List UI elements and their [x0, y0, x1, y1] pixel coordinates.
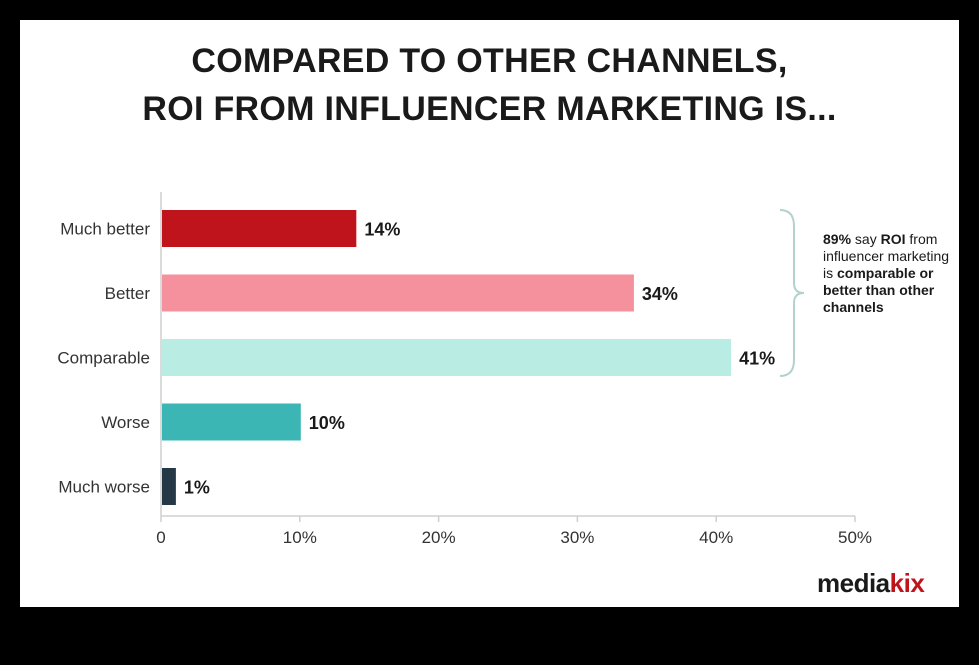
- annotation-pct: 89%: [823, 231, 852, 247]
- category-label: Much better: [60, 220, 150, 239]
- annotation-middle: from influencer marketing is: [823, 231, 950, 281]
- x-tick-label: 50%: [838, 528, 872, 547]
- bar: [162, 274, 634, 312]
- chart-title-line-1: COMPARED TO OTHER CHANNELS,: [191, 42, 788, 80]
- logo-accent: kix: [889, 568, 925, 598]
- annotation-brace: [779, 209, 805, 377]
- chart-panel: COMPARED TO OTHER CHANNELS, ROI FROM INF…: [20, 20, 959, 607]
- logo-main: media: [817, 568, 890, 598]
- category-label: Worse: [101, 413, 150, 432]
- bar-value-label: 14%: [364, 220, 400, 240]
- annotation-roi: ROI: [880, 231, 906, 247]
- x-tick-label: 0: [156, 528, 165, 547]
- bar: [162, 403, 301, 441]
- bar-value-label: 1%: [184, 478, 210, 498]
- chart-title-line-2: ROI FROM INFLUENCER MARKETING IS...: [142, 90, 837, 128]
- annotation-text: 89% say ROI from influencer marketing is…: [823, 231, 953, 316]
- bar-value-label: 41%: [739, 349, 775, 369]
- x-tick-label: 20%: [422, 528, 456, 547]
- annotation-say: say: [851, 231, 881, 247]
- mediakix-logo: mediakix: [817, 568, 925, 599]
- x-tick-label: 30%: [560, 528, 594, 547]
- bar-value-label: 10%: [309, 413, 345, 433]
- bar: [162, 210, 357, 247]
- category-label: Comparable: [57, 349, 150, 368]
- annotation-bold-end: comparable or better than other channels: [823, 265, 935, 315]
- bar: [162, 468, 176, 505]
- bar-chart: 0 10% 20% 30% 40% 50% Much better 14% Better 34% C…: [57, 192, 872, 547]
- x-tick-label: 40%: [699, 528, 733, 547]
- bar-value-label: 34%: [642, 284, 678, 304]
- category-label: Better: [105, 284, 151, 303]
- category-label: Much worse: [58, 478, 150, 497]
- x-tick-label: 10%: [283, 528, 317, 547]
- bar: [162, 339, 732, 376]
